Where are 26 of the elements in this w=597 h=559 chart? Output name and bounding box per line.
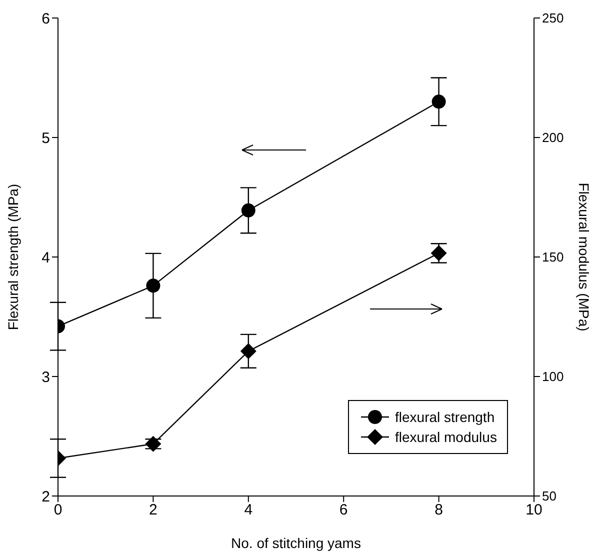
y2-tick-label: 200	[542, 130, 564, 146]
x-tick-label: 4	[244, 502, 253, 519]
y2-tick-label: 250	[542, 10, 564, 26]
x-tick-label: 6	[339, 502, 348, 519]
y-axis-title: Flexural strength (MPa)	[4, 184, 21, 330]
x-tick-label: 8	[434, 502, 443, 519]
legend-label: flexural modulus	[395, 428, 497, 447]
x-tick-label: 2	[149, 502, 158, 519]
y-tick-label: 2	[42, 488, 50, 506]
x-tick-label: 10	[526, 502, 542, 519]
y-tick-label: 3	[42, 368, 50, 386]
y2-tick-label: 150	[542, 250, 564, 265]
point	[145, 436, 162, 452]
y-tick-label: 5	[42, 130, 50, 147]
y-tick-label: 4	[42, 249, 50, 266]
y2-tick-label: 100	[542, 369, 564, 384]
x-axis-title: No. of stitching yams	[231, 535, 361, 551]
legend-label: flexural strength	[395, 408, 495, 427]
point	[432, 94, 446, 109]
y2-axis-title: Flexural modulus (MPa)	[576, 182, 592, 332]
x-tick-label: 0	[54, 502, 62, 519]
y-tick-label: 6	[42, 10, 50, 28]
y2-tick-label: 50	[542, 488, 556, 504]
point	[240, 343, 256, 360]
point	[146, 278, 160, 293]
point	[241, 203, 256, 218]
